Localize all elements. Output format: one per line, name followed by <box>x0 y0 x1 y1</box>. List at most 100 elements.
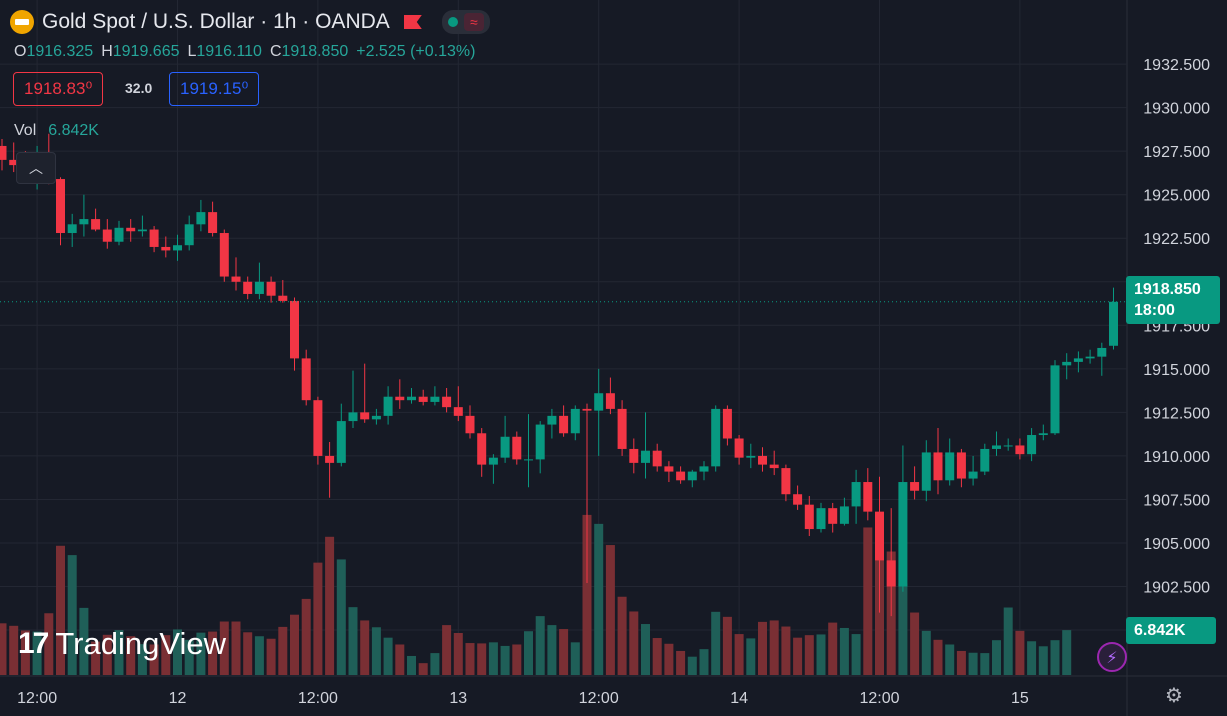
chevron-up-icon[interactable]: ︿ <box>16 152 56 184</box>
sell-button[interactable]: 1918.83⁰ <box>13 72 104 106</box>
candle-body <box>933 452 943 481</box>
price-tick-label: 1902.500 <box>1143 580 1210 597</box>
candle-body <box>559 415 569 434</box>
volume-bar <box>1050 640 1060 675</box>
price-axis[interactable]: 1932.500 1930.000 1927.500 1925.000 1922.500… <box>1143 57 1210 640</box>
price-tick-label: 1907.500 <box>1143 492 1210 509</box>
volume-bar <box>1003 607 1013 675</box>
volume-value: 6.842K <box>48 122 99 139</box>
wave-icon: ≈ <box>463 13 484 31</box>
market-status-pill[interactable]: ≈ <box>441 10 490 34</box>
candle-body <box>114 227 124 242</box>
low-label: L <box>187 43 197 60</box>
candle-body <box>453 407 463 416</box>
volume-bar <box>9 625 19 675</box>
volume-bar <box>465 643 475 675</box>
candle-body <box>863 482 873 512</box>
time-tick-label: 14 <box>730 690 748 707</box>
candle-body <box>664 466 674 472</box>
volume-legend[interactable]: Vol 6.842K <box>14 122 99 140</box>
candle-body <box>898 482 908 587</box>
volume-bar <box>266 638 276 675</box>
candle-body <box>769 464 779 469</box>
candle-body <box>137 229 147 232</box>
high-value: 1919.665 <box>112 43 180 60</box>
volume-bar <box>184 639 194 675</box>
spread-value: 32.0 <box>125 80 153 96</box>
volume-bar <box>629 611 639 675</box>
volume-bar <box>336 559 346 675</box>
gear-icon[interactable]: ⚙ <box>1165 685 1183 707</box>
volume-bar <box>921 630 931 675</box>
volume-bar <box>839 627 849 675</box>
volume-bar <box>863 527 873 675</box>
volume-bar <box>933 639 943 675</box>
candle-body <box>547 415 557 425</box>
time-tick-label: 12:00 <box>298 690 338 707</box>
candle-body <box>793 494 803 505</box>
candle-body <box>79 219 89 225</box>
volume-bar <box>746 638 756 675</box>
volume-bar <box>992 640 1001 675</box>
volume-bar <box>32 631 42 675</box>
candle-body <box>500 436 510 458</box>
volume-bar <box>407 655 416 675</box>
volume-bar <box>219 621 229 675</box>
volume-bar <box>161 635 171 675</box>
candle-body <box>676 471 686 481</box>
candle-body <box>278 295 288 301</box>
price-tick-label: 1922.500 <box>1143 231 1210 248</box>
candle-body <box>945 452 955 481</box>
candle-body <box>56 179 65 234</box>
volume-bar <box>699 649 709 675</box>
open-value: 1916.325 <box>26 43 94 60</box>
volume-bar <box>1015 630 1025 675</box>
candle-body <box>582 408 592 411</box>
buy-button[interactable]: 1919.15⁰ <box>169 72 260 106</box>
candle-body <box>465 415 475 434</box>
volume-bar <box>325 536 335 675</box>
candle-body <box>535 424 545 460</box>
volume-bar <box>348 607 358 675</box>
candle-body <box>781 468 791 495</box>
price-tick-label: 1905.000 <box>1143 536 1210 553</box>
candle-body <box>875 511 884 561</box>
volume-bar <box>594 523 604 675</box>
volume-bar <box>360 620 370 675</box>
lightning-icon[interactable]: ⚡ <box>1097 642 1127 672</box>
candle-body <box>371 415 381 420</box>
candle-body <box>1073 358 1083 362</box>
candle-body <box>102 229 112 242</box>
symbol-title[interactable]: Gold Spot / U.S. Dollar · 1h · OANDA <box>42 10 390 33</box>
volume-bar <box>687 656 697 675</box>
volume-bar <box>44 613 54 675</box>
candle-body <box>886 560 896 587</box>
close-value: 1918.850 <box>281 43 349 60</box>
price-tick-label: 1915.000 <box>1143 362 1210 379</box>
volume-bar <box>488 642 498 675</box>
candle-body <box>0 145 7 160</box>
candle-body <box>804 504 814 530</box>
volume-bar <box>512 644 522 675</box>
tradingview-watermark: 17 TradingView <box>18 626 226 662</box>
volume-bar <box>173 629 182 675</box>
volume-bar <box>56 545 65 675</box>
volume-bar <box>1062 630 1072 675</box>
volume-bar <box>793 637 803 675</box>
volume-bar <box>722 616 732 675</box>
flag-icon[interactable] <box>403 15 422 29</box>
candle-body <box>605 393 615 409</box>
last-price-tag: 1918.850 18:00 <box>1126 276 1220 324</box>
volume-bar <box>641 624 650 675</box>
low-value: 1916.110 <box>196 43 262 60</box>
candle-body <box>687 471 697 481</box>
volume-tag: 6.842K <box>1126 617 1216 644</box>
candle-body <box>67 224 77 234</box>
candle-body <box>418 396 428 402</box>
high-label: H <box>101 43 113 60</box>
candle-body <box>921 452 931 491</box>
time-axis[interactable]: 12:00 12 12:00 13 12:00 14 12:00 15 <box>17 690 1029 707</box>
candle-body <box>734 438 744 458</box>
candle-body <box>313 400 323 456</box>
